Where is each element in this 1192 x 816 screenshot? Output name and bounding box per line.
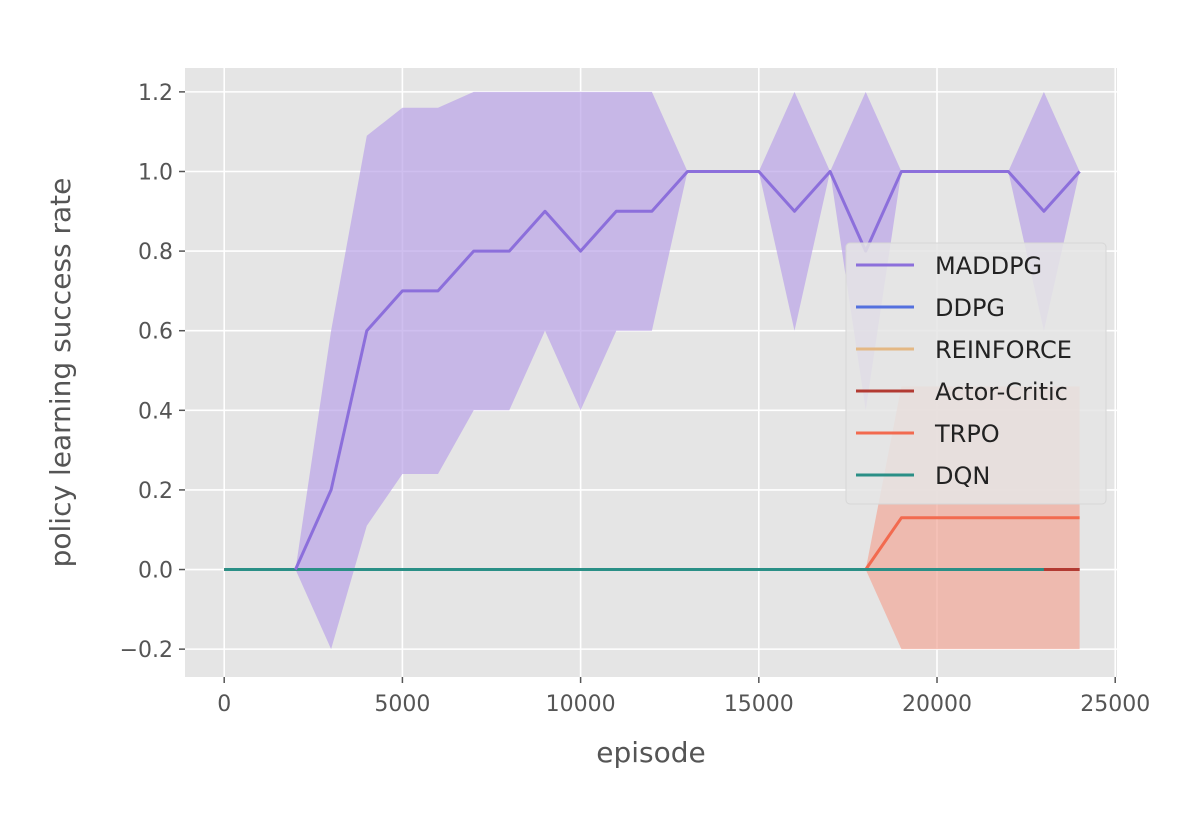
legend-label-dqn: DQN [935,462,990,490]
y-tick-label-3: 0.4 [138,399,173,424]
x-axis-ticks: 0 5000 10000 15000 20000 25000 [217,677,1150,717]
line-maddpg [294,170,1081,571]
legend-label-maddpg: MADDPG [935,252,1042,280]
x-tick-label-1: 5000 [374,692,430,717]
line-trpo [864,516,1080,571]
legend-label-trpo: TRPO [934,420,1000,448]
x-tick-label-3: 15000 [724,692,794,717]
y-tick-label-5: 0.8 [138,240,173,265]
x-tick-label-5: 25000 [1080,692,1150,717]
legend: MADDPG DDPG REINFORCE Actor-Critic TRPO DQN [845,242,1107,505]
legend-label-actor-critic: Actor-Critic [935,378,1068,406]
y-axis-label: policy learning success rate [44,178,77,568]
x-axis-label: episode [596,736,706,769]
x-tick-label-4: 20000 [902,692,972,717]
legend-label-reinforce: REINFORCE [935,336,1072,364]
y-tick-label-6: 1.0 [138,160,173,185]
y-tick-label-4: 0.6 [138,320,173,345]
x-tick-label-2: 10000 [546,692,616,717]
y-tick-label-1: 0.0 [138,559,173,584]
series-lines [224,170,1081,571]
y-tick-label-0: −0.2 [120,638,173,663]
band-maddpg [295,91,1080,650]
y-axis-ticks: −0.2 0.0 0.2 0.4 0.6 0.8 1.0 1.2 [120,81,185,663]
y-tick-label-2: 0.2 [138,479,173,504]
legend-label-ddpg: DDPG [935,294,1005,322]
x-tick-label-0: 0 [217,692,231,717]
y-tick-label-7: 1.2 [138,81,173,106]
